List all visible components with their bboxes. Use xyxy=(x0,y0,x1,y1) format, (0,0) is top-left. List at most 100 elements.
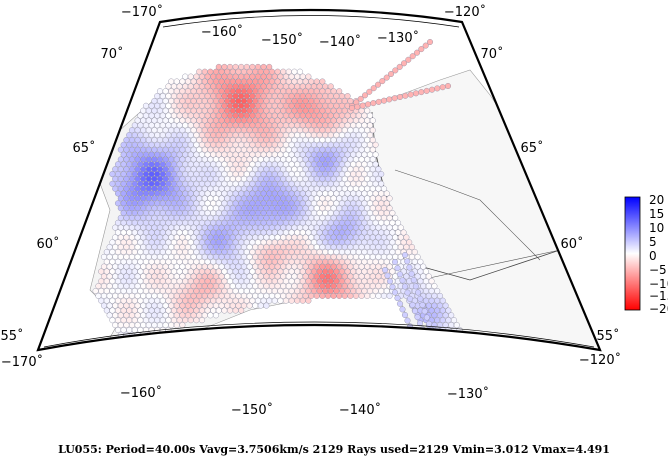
velocity-cell xyxy=(347,244,354,251)
velocity-cell xyxy=(350,112,357,119)
velocity-cell xyxy=(182,180,189,187)
velocity-cell xyxy=(212,146,219,153)
velocity-cell xyxy=(283,278,290,285)
velocity-cell xyxy=(311,122,318,129)
velocity-cell xyxy=(249,112,256,119)
velocity-cell xyxy=(201,312,208,319)
velocity-cell xyxy=(184,156,191,163)
velocity-cell xyxy=(369,117,376,124)
velocity-cell xyxy=(339,180,346,187)
velocity-cell xyxy=(341,195,348,202)
velocity-cell xyxy=(336,195,343,202)
velocity-cell xyxy=(285,263,292,270)
velocity-cell xyxy=(277,132,284,139)
velocity-cell xyxy=(263,127,270,134)
velocity-cell xyxy=(358,234,365,241)
velocity-cell xyxy=(184,244,191,251)
top-tick-label: −130˚ xyxy=(377,30,419,46)
velocity-cell xyxy=(148,190,155,197)
velocity-cell xyxy=(212,88,219,95)
velocity-cell xyxy=(288,209,295,216)
velocity-cell xyxy=(221,102,228,109)
velocity-cell xyxy=(316,93,323,100)
velocity-cell xyxy=(238,112,245,119)
velocity-cell xyxy=(327,248,334,255)
velocity-cell xyxy=(288,190,295,197)
top-tick-label: −160˚ xyxy=(201,24,243,40)
velocity-cell xyxy=(277,112,284,119)
velocity-cell xyxy=(432,339,439,346)
velocity-cell xyxy=(193,102,200,109)
velocity-cell xyxy=(215,278,222,285)
velocity-cell xyxy=(364,263,371,270)
velocity-cell xyxy=(154,288,161,295)
velocity-cell xyxy=(414,49,421,56)
velocity-cell xyxy=(344,268,351,275)
left-tick-label: 55˚ xyxy=(0,328,23,344)
velocity-cell xyxy=(226,268,233,275)
velocity-cell xyxy=(333,141,340,148)
velocity-cell xyxy=(162,322,169,329)
velocity-cell xyxy=(137,190,144,197)
velocity-cell xyxy=(145,146,152,153)
colorbar: 20 15 10 5 0 −5 −10 −15 −20 xyxy=(624,193,668,316)
velocity-cell xyxy=(210,102,217,109)
velocity-cell xyxy=(305,248,312,255)
velocity-cell xyxy=(305,209,312,216)
velocity-cell xyxy=(165,112,172,119)
velocity-cell xyxy=(198,190,205,197)
velocity-cell xyxy=(232,209,239,216)
velocity-cell xyxy=(305,190,312,197)
velocity-cell xyxy=(405,56,412,63)
velocity-cell xyxy=(131,317,138,324)
velocity-cell xyxy=(313,88,320,95)
velocity-cell xyxy=(207,195,214,202)
velocity-cell xyxy=(378,180,385,187)
velocity-cell xyxy=(430,351,436,357)
velocity-cell xyxy=(291,88,298,95)
velocity-cell xyxy=(358,166,365,173)
velocity-cell xyxy=(299,248,306,255)
velocity-cell xyxy=(367,132,374,139)
velocity-cell xyxy=(434,297,441,304)
velocity-cell xyxy=(128,166,135,173)
velocity-cell xyxy=(246,195,253,202)
velocity-cell xyxy=(165,93,172,100)
velocity-cell xyxy=(283,132,290,139)
velocity-cell xyxy=(246,214,253,221)
velocity-cell xyxy=(182,209,189,216)
velocity-cell xyxy=(117,322,124,329)
velocity-cell xyxy=(283,141,290,148)
velocity-cell xyxy=(369,292,376,299)
velocity-cell xyxy=(148,278,155,285)
velocity-cell xyxy=(156,302,163,309)
velocity-cell xyxy=(187,141,194,148)
velocity-cell xyxy=(263,107,270,114)
velocity-cell xyxy=(277,102,284,109)
velocity-cell xyxy=(226,112,233,119)
velocity-cell xyxy=(422,357,428,363)
velocity-cell xyxy=(156,244,163,251)
velocity-cell xyxy=(165,268,172,275)
velocity-cell xyxy=(297,195,304,202)
velocity-cell xyxy=(212,253,219,260)
velocity-cell xyxy=(344,122,351,129)
velocity-cell xyxy=(204,93,211,100)
velocity-cell xyxy=(354,103,361,110)
velocity-cell xyxy=(238,288,245,295)
velocity-cell xyxy=(193,248,200,255)
velocity-cell xyxy=(260,248,267,255)
velocity-cell xyxy=(389,248,396,255)
velocity-cell xyxy=(403,244,410,251)
velocity-cell xyxy=(339,278,346,285)
velocity-cell xyxy=(319,88,326,95)
velocity-cell xyxy=(159,161,166,168)
velocity-cell xyxy=(254,209,261,216)
velocity-cell xyxy=(184,88,191,95)
velocity-cell xyxy=(165,180,172,187)
velocity-cell xyxy=(210,278,217,285)
velocity-cell xyxy=(277,122,284,129)
velocity-cell xyxy=(347,292,354,299)
velocity-cell xyxy=(347,214,354,221)
velocity-cell xyxy=(98,268,105,275)
